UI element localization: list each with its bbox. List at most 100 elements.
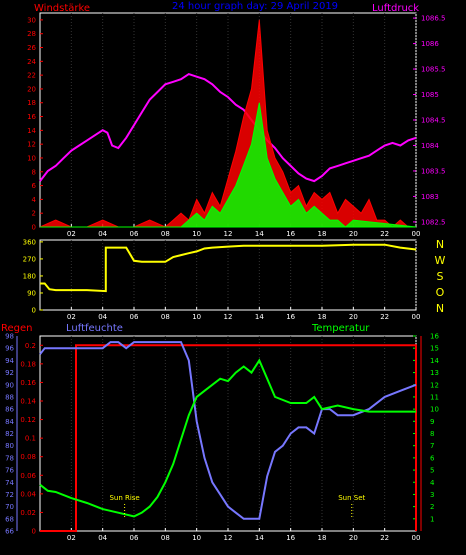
series-windstärke: [40, 102, 417, 228]
p3-humidity-tick-label: 96: [5, 345, 14, 353]
p1-ytick-left-label: 20: [27, 85, 36, 93]
p3-rain-tick-label: 0.04: [20, 490, 36, 498]
p3-temp-tick-label: 15: [430, 345, 439, 353]
panel3-plot: 02 04 06 08 10 12 14 16 18 20 22 006668707274767880…: [5, 333, 439, 543]
p3-humidity-tick-label: 80: [5, 442, 14, 450]
p3-xtick-label: 08: [161, 534, 170, 542]
p3-temp-tick-label: 2: [430, 503, 434, 511]
p3-rain-tick-label: 0.16: [20, 379, 36, 387]
p2-ytick-label: 0: [32, 307, 36, 315]
series-windböen: [39, 19, 416, 228]
p1-ytick-left-label: 2: [32, 210, 36, 218]
p1-ytick-left-label: 30: [27, 16, 36, 24]
p3-xtick-label: 12: [224, 534, 233, 542]
p3-xtick-label: 14: [255, 534, 264, 542]
p3-xtick-label: 22: [380, 534, 389, 542]
p3-temp-tick-label: 7: [430, 442, 434, 450]
p2-ytick-label: 180: [23, 272, 36, 280]
annotation-sun-rise: Sun Rise: [109, 494, 139, 502]
p2-xtick-label: 12: [224, 313, 233, 321]
p3-temp-tick-label: 4: [430, 479, 435, 487]
p2-xtick-label: 16: [286, 313, 295, 321]
p2-ytick-label: 360: [23, 238, 36, 246]
temperature-label: Temperatur: [311, 323, 370, 334]
compass-label: O: [436, 286, 445, 299]
p1-ytick-left-label: 0: [32, 224, 36, 232]
p3-rain-tick-label: 0.02: [20, 509, 36, 517]
p3-xtick-label: 04: [98, 534, 107, 542]
p3-rain-tick-label: 0.12: [20, 416, 36, 424]
p1-xtick-label: 18: [318, 230, 327, 238]
p1-xtick-label: 22: [380, 230, 389, 238]
compass-label: N: [436, 302, 444, 315]
series-luftdruck: [39, 72, 417, 183]
p2-xtick-label: 22: [380, 313, 389, 321]
p3-temp-tick-label: 3: [430, 491, 434, 499]
p3-humidity-tick-label: 70: [5, 503, 14, 511]
panel-wind-pressure: Windstärke 24 hour graph day: 29 April 2…: [27, 1, 445, 238]
p1-ytick-left-label: 10: [27, 154, 36, 162]
p1-ytick-right-label: 1082.5: [421, 218, 446, 226]
p1-ytick-right-label: 1083: [421, 193, 439, 201]
compass-label: S: [437, 270, 444, 283]
series-luftfeuchte: [39, 341, 417, 520]
p3-humidity-tick-label: 82: [5, 430, 14, 438]
p3-humidity-tick-label: 84: [5, 418, 14, 426]
p1-ytick-right-label: 1083.5: [421, 167, 446, 175]
p1-ytick-left-label: 8: [32, 168, 36, 176]
p3-xtick-label: 16: [286, 534, 295, 542]
p3-rain-tick-label: 0.18: [20, 360, 36, 368]
p3-xtick-label: 10: [192, 534, 201, 542]
p3-temp-tick-label: 5: [430, 467, 434, 475]
p1-xtick-label: 00: [412, 230, 421, 238]
series-windrichtung: [40, 243, 417, 293]
p3-humidity-tick-label: 74: [5, 479, 14, 487]
p3-xtick-label: 02: [67, 534, 76, 542]
p1-xtick-label: 08: [161, 230, 170, 238]
p1-ytick-right-label: 1084: [421, 142, 439, 150]
p3-temp-tick-label: 10: [430, 406, 439, 414]
compass-label: W: [435, 254, 446, 267]
p1-ytick-left-label: 4: [32, 196, 37, 204]
p1-xtick-label: 10: [192, 230, 201, 238]
p3-humidity-tick-label: 90: [5, 381, 14, 389]
p1-ytick-left-label: 26: [27, 44, 36, 52]
p1-ytick-left-label: 18: [27, 99, 36, 107]
p1-ytick-left-label: 6: [32, 182, 37, 190]
p1-ytick-right-label: 1086: [421, 40, 439, 48]
rain-label: Regen: [1, 323, 33, 334]
p3-humidity-tick-label: 68: [5, 515, 14, 523]
p1-ytick-right-label: 1085.5: [421, 66, 446, 74]
p3-xtick-label: 06: [130, 534, 139, 542]
p2-xtick-label: 14: [255, 313, 264, 321]
p3-rain-tick-label: 0.14: [20, 398, 36, 406]
p2-xtick-label: 18: [318, 313, 327, 321]
chart-title: 24 hour graph day: 29 April 2019: [172, 1, 338, 12]
p3-rain-tick-label: 0.06: [20, 472, 36, 480]
annotation-sun-set: Sun Set: [338, 494, 365, 502]
p1-xtick-label: 20: [349, 230, 358, 238]
p3-humidity-tick-label: 76: [5, 467, 14, 475]
p3-humidity-tick-label: 78: [5, 454, 14, 462]
p3-rain-tick-label: 0.2: [25, 342, 36, 350]
p3-temp-tick-label: 8: [430, 430, 434, 438]
p2-xtick-label: 06: [130, 313, 139, 321]
p1-ytick-left-label: 28: [27, 30, 36, 38]
p1-ytick-right-label: 1086.5: [421, 15, 446, 23]
p2-xtick-label: 00: [412, 313, 421, 321]
panel2-frame: [39, 239, 417, 311]
p1-ytick-left-label: 12: [27, 141, 36, 149]
p1-ytick-right-label: 1085: [421, 91, 439, 99]
p3-humidity-tick-label: 72: [5, 491, 14, 499]
p3-temp-tick-label: 16: [430, 333, 439, 341]
p3-temp-tick-label: 9: [430, 418, 434, 426]
panel-rain-humidity-temp: Regen Luftfeuchte Temperatur 02 04 06 08 10 1…: [1, 323, 439, 542]
p1-ytick-left-label: 22: [27, 72, 36, 80]
p3-temp-tick-label: 14: [430, 357, 439, 365]
p1-xtick-label: 14: [255, 230, 264, 238]
compass-label: N: [436, 238, 444, 251]
humidity-label: Luftfeuchte: [66, 323, 123, 334]
